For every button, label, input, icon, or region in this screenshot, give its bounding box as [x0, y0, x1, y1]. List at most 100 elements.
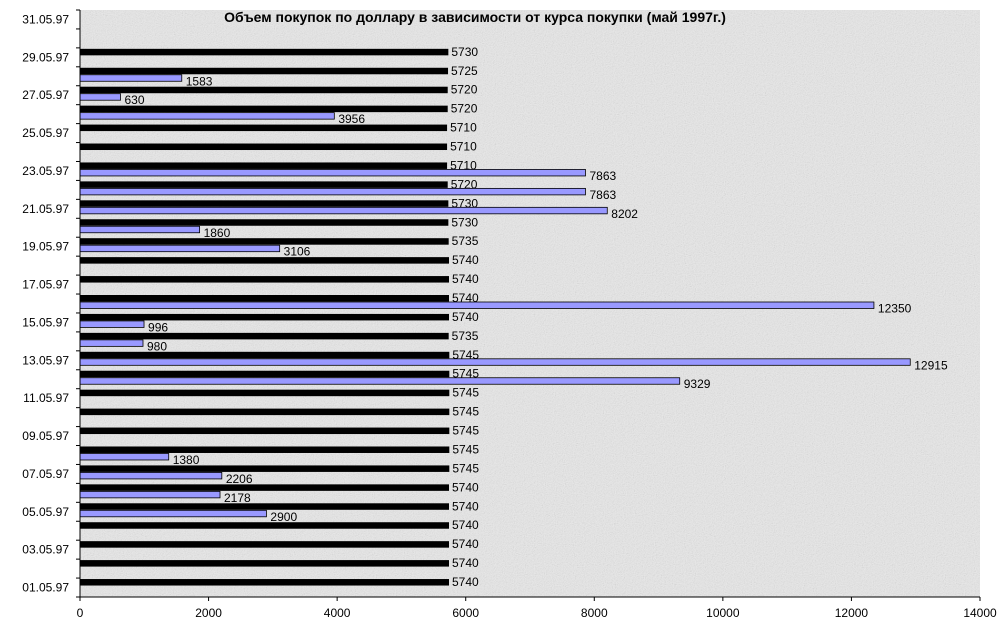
rate-bar	[80, 389, 450, 397]
rate-value-label: 5740	[452, 499, 479, 513]
y-tick-label: 07.05.97	[22, 467, 69, 481]
y-tick-label: 13.05.97	[22, 353, 69, 367]
x-tick-label: 14000	[963, 606, 997, 620]
y-tick-label: 17.05.97	[22, 278, 69, 292]
volume-value-label: 1860	[204, 226, 231, 240]
x-tick-label: 0	[77, 606, 84, 620]
rate-value-label: 5720	[451, 102, 478, 116]
volume-value-label: 630	[125, 93, 145, 107]
volume-bar	[79, 93, 121, 101]
rate-value-label: 5735	[452, 234, 479, 248]
rate-bar	[80, 503, 449, 510]
rate-bar	[80, 332, 449, 340]
rate-bar	[80, 181, 448, 188]
y-tick-label: 03.05.97	[22, 543, 69, 557]
volume-bar	[79, 244, 281, 253]
volume-bar	[79, 490, 221, 499]
rate-value-label: 5730	[451, 196, 478, 210]
y-tick-label: 27.05.97	[22, 88, 69, 102]
rate-bar	[80, 238, 449, 245]
volume-bar	[79, 377, 681, 385]
volume-value-label: 7863	[589, 188, 616, 202]
rate-value-label: 5740	[452, 575, 479, 589]
rate-value-label: 5745	[452, 424, 479, 438]
volume-value-label: 2178	[224, 491, 251, 505]
volume-bar	[79, 206, 608, 215]
rate-value-label: 5745	[452, 442, 479, 456]
volume-bar	[79, 112, 335, 120]
rate-value-label: 5740	[452, 253, 479, 267]
rate-bar	[80, 48, 449, 56]
rate-bar	[80, 560, 449, 567]
y-tick-label: 01.05.97	[22, 581, 69, 595]
rate-bar	[80, 484, 449, 491]
rate-value-label: 5745	[452, 348, 479, 362]
y-tick-label: 15.05.97	[22, 315, 69, 329]
rate-value-label: 5745	[452, 386, 479, 400]
rate-value-label: 5740	[452, 537, 479, 551]
rate-bar	[80, 351, 450, 359]
rate-bar	[80, 370, 450, 378]
rate-value-label: 5710	[450, 121, 477, 135]
rate-bar	[80, 579, 449, 586]
volume-bar	[79, 339, 144, 347]
volume-bar	[79, 225, 200, 234]
rate-value-label: 5740	[452, 556, 479, 570]
rate-bar	[80, 124, 448, 132]
volume-value-label: 12350	[878, 302, 912, 316]
rate-value-label: 5730	[451, 45, 478, 59]
rate-value-label: 5740	[452, 480, 479, 494]
rate-bar	[80, 408, 450, 416]
volume-value-label: 3956	[338, 112, 365, 126]
rate-value-label: 5745	[452, 461, 479, 475]
y-tick-label: 25.05.97	[22, 126, 69, 140]
x-tick-label: 4000	[324, 606, 351, 620]
rate-value-label: 5745	[452, 405, 479, 419]
rate-bar	[80, 313, 449, 321]
y-tick-label: 19.05.97	[22, 240, 69, 254]
rate-bar	[80, 522, 449, 529]
rate-value-label: 5740	[452, 272, 479, 286]
rate-value-label: 5740	[452, 518, 479, 532]
volume-value-label: 12915	[914, 358, 948, 372]
x-tick-label: 10000	[706, 606, 740, 620]
volume-value-label: 1380	[173, 453, 200, 467]
x-tick-label: 12000	[835, 606, 869, 620]
volume-bar	[79, 358, 911, 366]
volume-value-label: 7863	[589, 169, 616, 183]
volume-value-label: 996	[148, 320, 168, 334]
rate-bar	[80, 219, 449, 226]
y-tick-label: 05.05.97	[22, 505, 69, 519]
rate-bar	[80, 162, 448, 169]
y-tick-label: 11.05.97	[23, 391, 69, 405]
rate-bar	[80, 86, 448, 94]
rate-value-label: 5710	[450, 158, 477, 172]
volume-bar	[79, 187, 586, 196]
rate-bar	[80, 541, 449, 548]
axes-group: 0 2000 4000 6000 8000 10000 12000 14000 01.05.97…	[22, 9, 997, 620]
x-tick-label: 2000	[195, 606, 222, 620]
rate-bar	[80, 257, 449, 264]
y-tick-label: 29.05.97	[22, 50, 69, 64]
rate-value-label: 5740	[452, 310, 479, 324]
rate-bar	[80, 105, 448, 113]
rate-bar	[80, 143, 448, 151]
volume-bar	[79, 74, 183, 82]
volume-bar	[79, 320, 145, 328]
rate-value-label: 5710	[450, 140, 477, 154]
rate-value-label: 5745	[452, 367, 479, 381]
volume-value-label: 980	[147, 339, 167, 353]
x-tick-label: 6000	[452, 606, 479, 620]
volume-value-label: 1583	[186, 74, 213, 88]
volume-value-label: 2206	[226, 472, 253, 486]
bars-group	[79, 48, 911, 586]
y-tick-label: 09.05.97	[22, 429, 69, 443]
rate-value-label: 5740	[452, 291, 479, 305]
rate-bar	[80, 276, 449, 283]
rate-bar	[80, 446, 450, 453]
volume-bar	[79, 169, 586, 177]
volume-value-label: 2900	[270, 510, 297, 524]
rate-bar	[80, 67, 449, 75]
y-tick-label: 31.05.97	[22, 12, 69, 26]
data-labels-group: 5740 5740 5740 5740 5740 2900 5740 2178 5745 2206…	[125, 45, 948, 589]
